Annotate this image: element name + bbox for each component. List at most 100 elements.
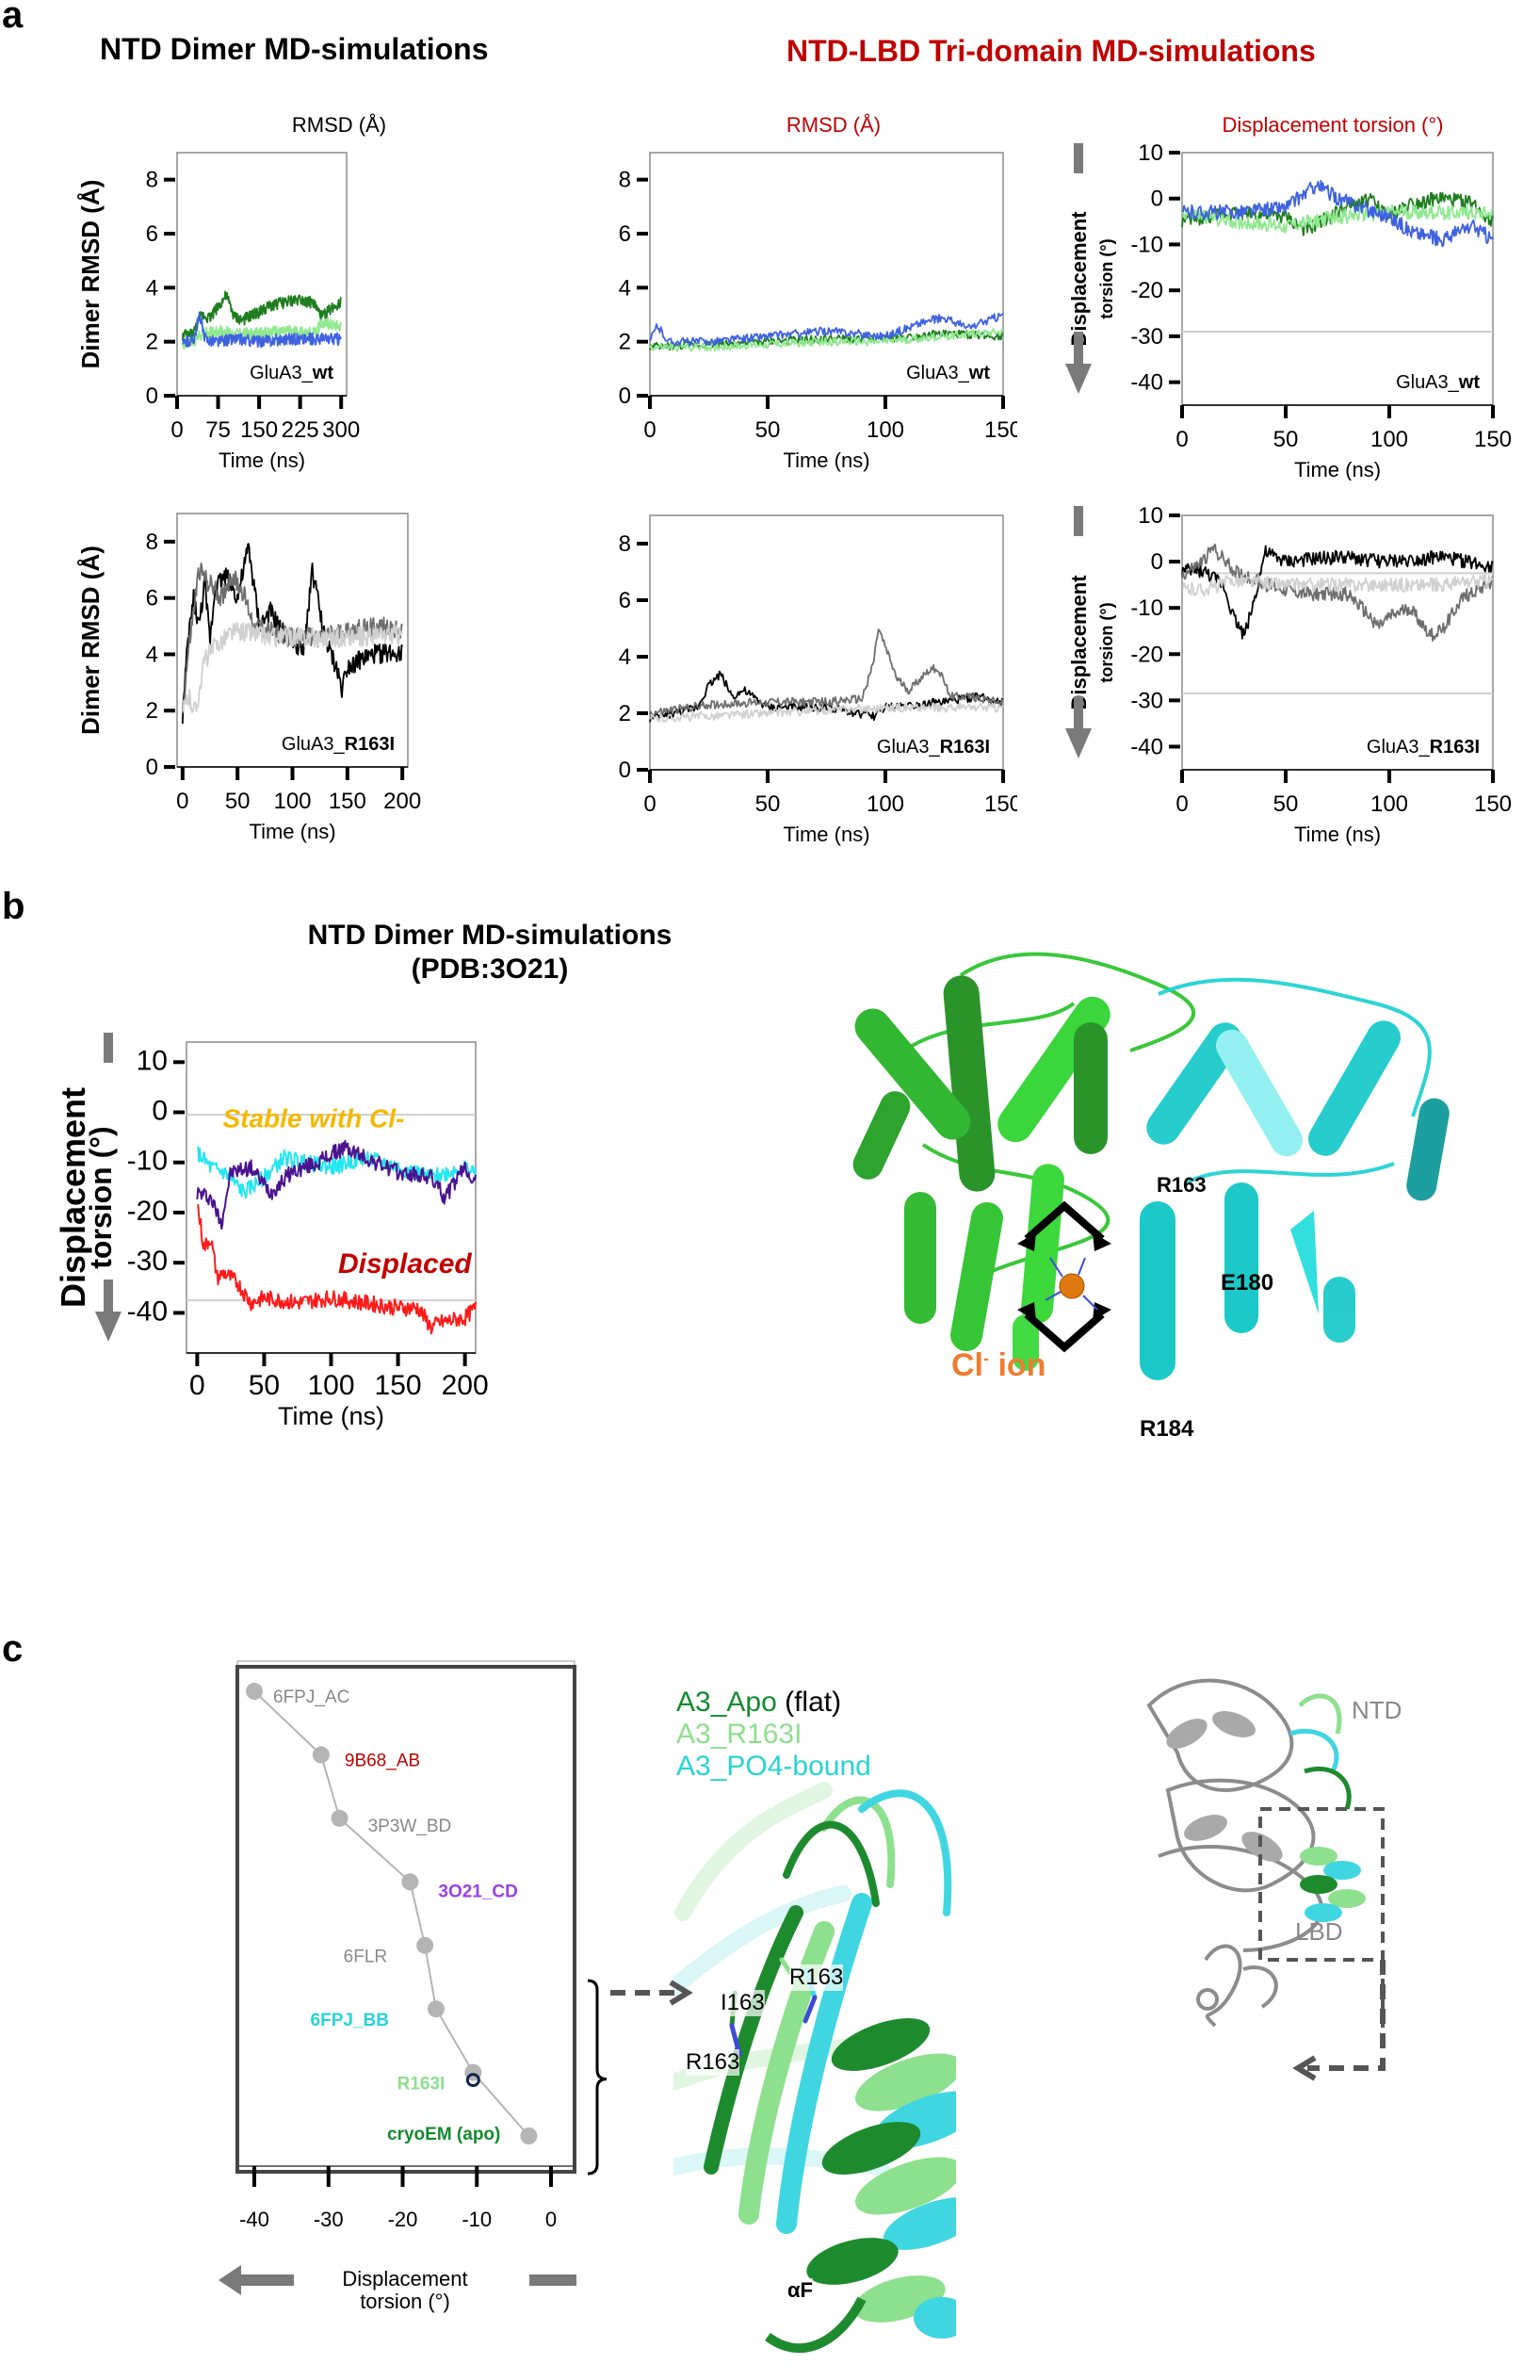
label-r163-right: R163	[789, 1964, 844, 1991]
svg-text:0: 0	[146, 755, 158, 780]
svg-text:-20: -20	[1130, 642, 1163, 667]
svg-text:6: 6	[146, 221, 158, 247]
chart-a1-nt-dimer-wt-rmsd: 0 2 4 6 8 0 75 150 225 300 Time (ns) Dimer RMSD (Å)…	[76, 152, 360, 472]
svg-text:-10: -10	[462, 2208, 492, 2231]
svg-text:0: 0	[170, 417, 183, 443]
svg-text:-40: -40	[239, 2208, 269, 2231]
ntd-dimer-structure-illustration	[852, 952, 1450, 1380]
svg-text:6: 6	[619, 221, 631, 247]
svg-text:8: 8	[619, 168, 631, 193]
svg-text:225: 225	[282, 417, 319, 443]
svg-text:0: 0	[643, 791, 656, 817]
svg-text:GluA3_R163I: GluA3_R163I	[1367, 737, 1480, 758]
chart-c-torsion-ranking: 6FPJ_AC 9B68_AB 3P3W_BD 3O21_CD 6FLR 6FPJ_BB R…	[219, 1660, 608, 2313]
green-protomer	[852, 952, 1195, 1371]
svg-text:9B68_AB: 9B68_AB	[345, 1751, 420, 1770]
svg-text:6: 6	[146, 586, 158, 611]
svg-text:2: 2	[619, 330, 631, 355]
ntd-lbd-overview-illustration	[1146, 1678, 1385, 2045]
svg-text:-30: -30	[1130, 324, 1163, 350]
label-alpha-f: αF	[787, 2278, 813, 2303]
label-r163-left: R163	[686, 2049, 740, 2076]
svg-text:R163I: R163I	[397, 2075, 446, 2095]
superposed-ntd-ribbon-illustration	[673, 1782, 956, 2354]
tri-domain-title: NTD-LBD Tri-domain MD-simulations	[786, 34, 1316, 68]
label-ntd: NTD	[1352, 1696, 1402, 1724]
svg-text:-10: -10	[1130, 232, 1163, 257]
svg-text:-40: -40	[1130, 734, 1163, 759]
svg-text:50: 50	[1273, 427, 1299, 452]
svg-text:0: 0	[146, 383, 158, 409]
svg-text:0: 0	[152, 1096, 168, 1127]
svg-text:0: 0	[619, 758, 631, 783]
chart-a2-tri-wt-rmsd: 0 2 4 6 8 0 50 100 150 Time (ns) GluA3_wt	[619, 152, 1017, 472]
label-cl-ion-suffix: ion	[989, 1347, 1046, 1383]
svg-text:Displacement: Displacement	[1067, 575, 1091, 710]
svg-text:torsion (°): torsion (°)	[1097, 602, 1116, 682]
svg-text:Displacement: Displacement	[342, 2267, 467, 2290]
svg-text:-20: -20	[127, 1196, 168, 1227]
legend-item-r163i: A3_R163I	[676, 1719, 871, 1751]
svg-text:50: 50	[755, 791, 781, 817]
svg-text:Time (ns): Time (ns)	[783, 823, 869, 846]
svg-text:4: 4	[146, 642, 158, 667]
svg-text:0: 0	[176, 789, 188, 814]
panel-b-letter: b	[2, 886, 25, 927]
svg-text:GluA3_wt: GluA3_wt	[906, 363, 990, 383]
legend-item-apo: A3_Apo (flat)	[676, 1687, 871, 1719]
panel-b-title: NTD Dimer MD-simulations (PDB:3O21)	[283, 919, 697, 986]
label-e180: E180	[1221, 1270, 1274, 1296]
svg-text:2: 2	[619, 701, 631, 726]
svg-text:4: 4	[146, 275, 158, 301]
label-cl-ion-element: Cl	[951, 1347, 983, 1383]
svg-text:Time (ns): Time (ns)	[1294, 823, 1381, 846]
svg-text:torsion (°): torsion (°)	[84, 1126, 118, 1268]
legend-apo-suffix: (flat)	[776, 1687, 842, 1718]
svg-text:0: 0	[619, 383, 631, 409]
svg-text:Stable with Cl-: Stable with Cl-	[222, 1103, 404, 1133]
svg-text:Time (ns): Time (ns)	[783, 448, 869, 472]
svg-text:4: 4	[619, 644, 631, 670]
svg-text:6FPJ_BB: 6FPJ_BB	[311, 2011, 389, 2030]
svg-text:2: 2	[146, 698, 158, 724]
legend-item-po4: A3_PO4-bound	[676, 1751, 871, 1783]
svg-text:10: 10	[1138, 504, 1163, 529]
svg-text:GluA3_wt: GluA3_wt	[1396, 372, 1480, 393]
svg-text:-10: -10	[127, 1146, 168, 1177]
svg-text:Displacement: Displacement	[57, 1087, 92, 1308]
svg-text:150: 150	[240, 417, 278, 443]
svg-text:100: 100	[867, 791, 904, 817]
svg-text:150: 150	[984, 417, 1017, 443]
label-cl-ion-charge: -	[983, 1348, 989, 1368]
svg-text:0: 0	[545, 2208, 557, 2231]
svg-text:GluA3_R163I: GluA3_R163I	[282, 734, 395, 755]
label-r184: R184	[1140, 1416, 1194, 1442]
svg-text:Time (ns): Time (ns)	[278, 1402, 384, 1430]
svg-text:150: 150	[375, 1370, 422, 1401]
svg-text:100: 100	[1370, 427, 1408, 452]
bracket-to-zoom-arrow	[610, 1980, 693, 2006]
label-cl-ion: Cl- ion	[951, 1347, 1046, 1384]
svg-text:50: 50	[755, 417, 781, 443]
svg-text:0: 0	[1175, 791, 1188, 817]
svg-text:100: 100	[307, 1370, 354, 1401]
svg-text:8: 8	[619, 531, 631, 557]
svg-text:GluA3_R163I: GluA3_R163I	[877, 737, 990, 758]
svg-text:0: 0	[643, 417, 656, 443]
label-lbd: LBD	[1295, 1917, 1343, 1946]
label-r163: R163	[1157, 1173, 1207, 1197]
svg-text:8: 8	[146, 530, 158, 555]
chart-a4-nt-dimer-r163i-rmsd: 0 2 4 6 8 0 50 100 150 200 Time (ns) Dimer RMSD (Å)…	[76, 513, 421, 843]
svg-text:0: 0	[1175, 427, 1188, 452]
col-title-2: RMSD (Å)	[786, 113, 882, 137]
svg-text:-30: -30	[314, 2208, 344, 2231]
svg-text:Displacement: Displacement	[1067, 211, 1091, 347]
svg-text:cryoEM (apo): cryoEM (apo)	[387, 2125, 500, 2144]
label-i163: I163	[721, 1990, 765, 2016]
svg-text:8: 8	[146, 168, 158, 193]
svg-text:6FPJ_AC: 6FPJ_AC	[273, 1687, 349, 1707]
svg-text:Time (ns): Time (ns)	[219, 448, 305, 472]
svg-text:Time (ns): Time (ns)	[1294, 458, 1381, 481]
interface-arrows	[1024, 1200, 1105, 1353]
